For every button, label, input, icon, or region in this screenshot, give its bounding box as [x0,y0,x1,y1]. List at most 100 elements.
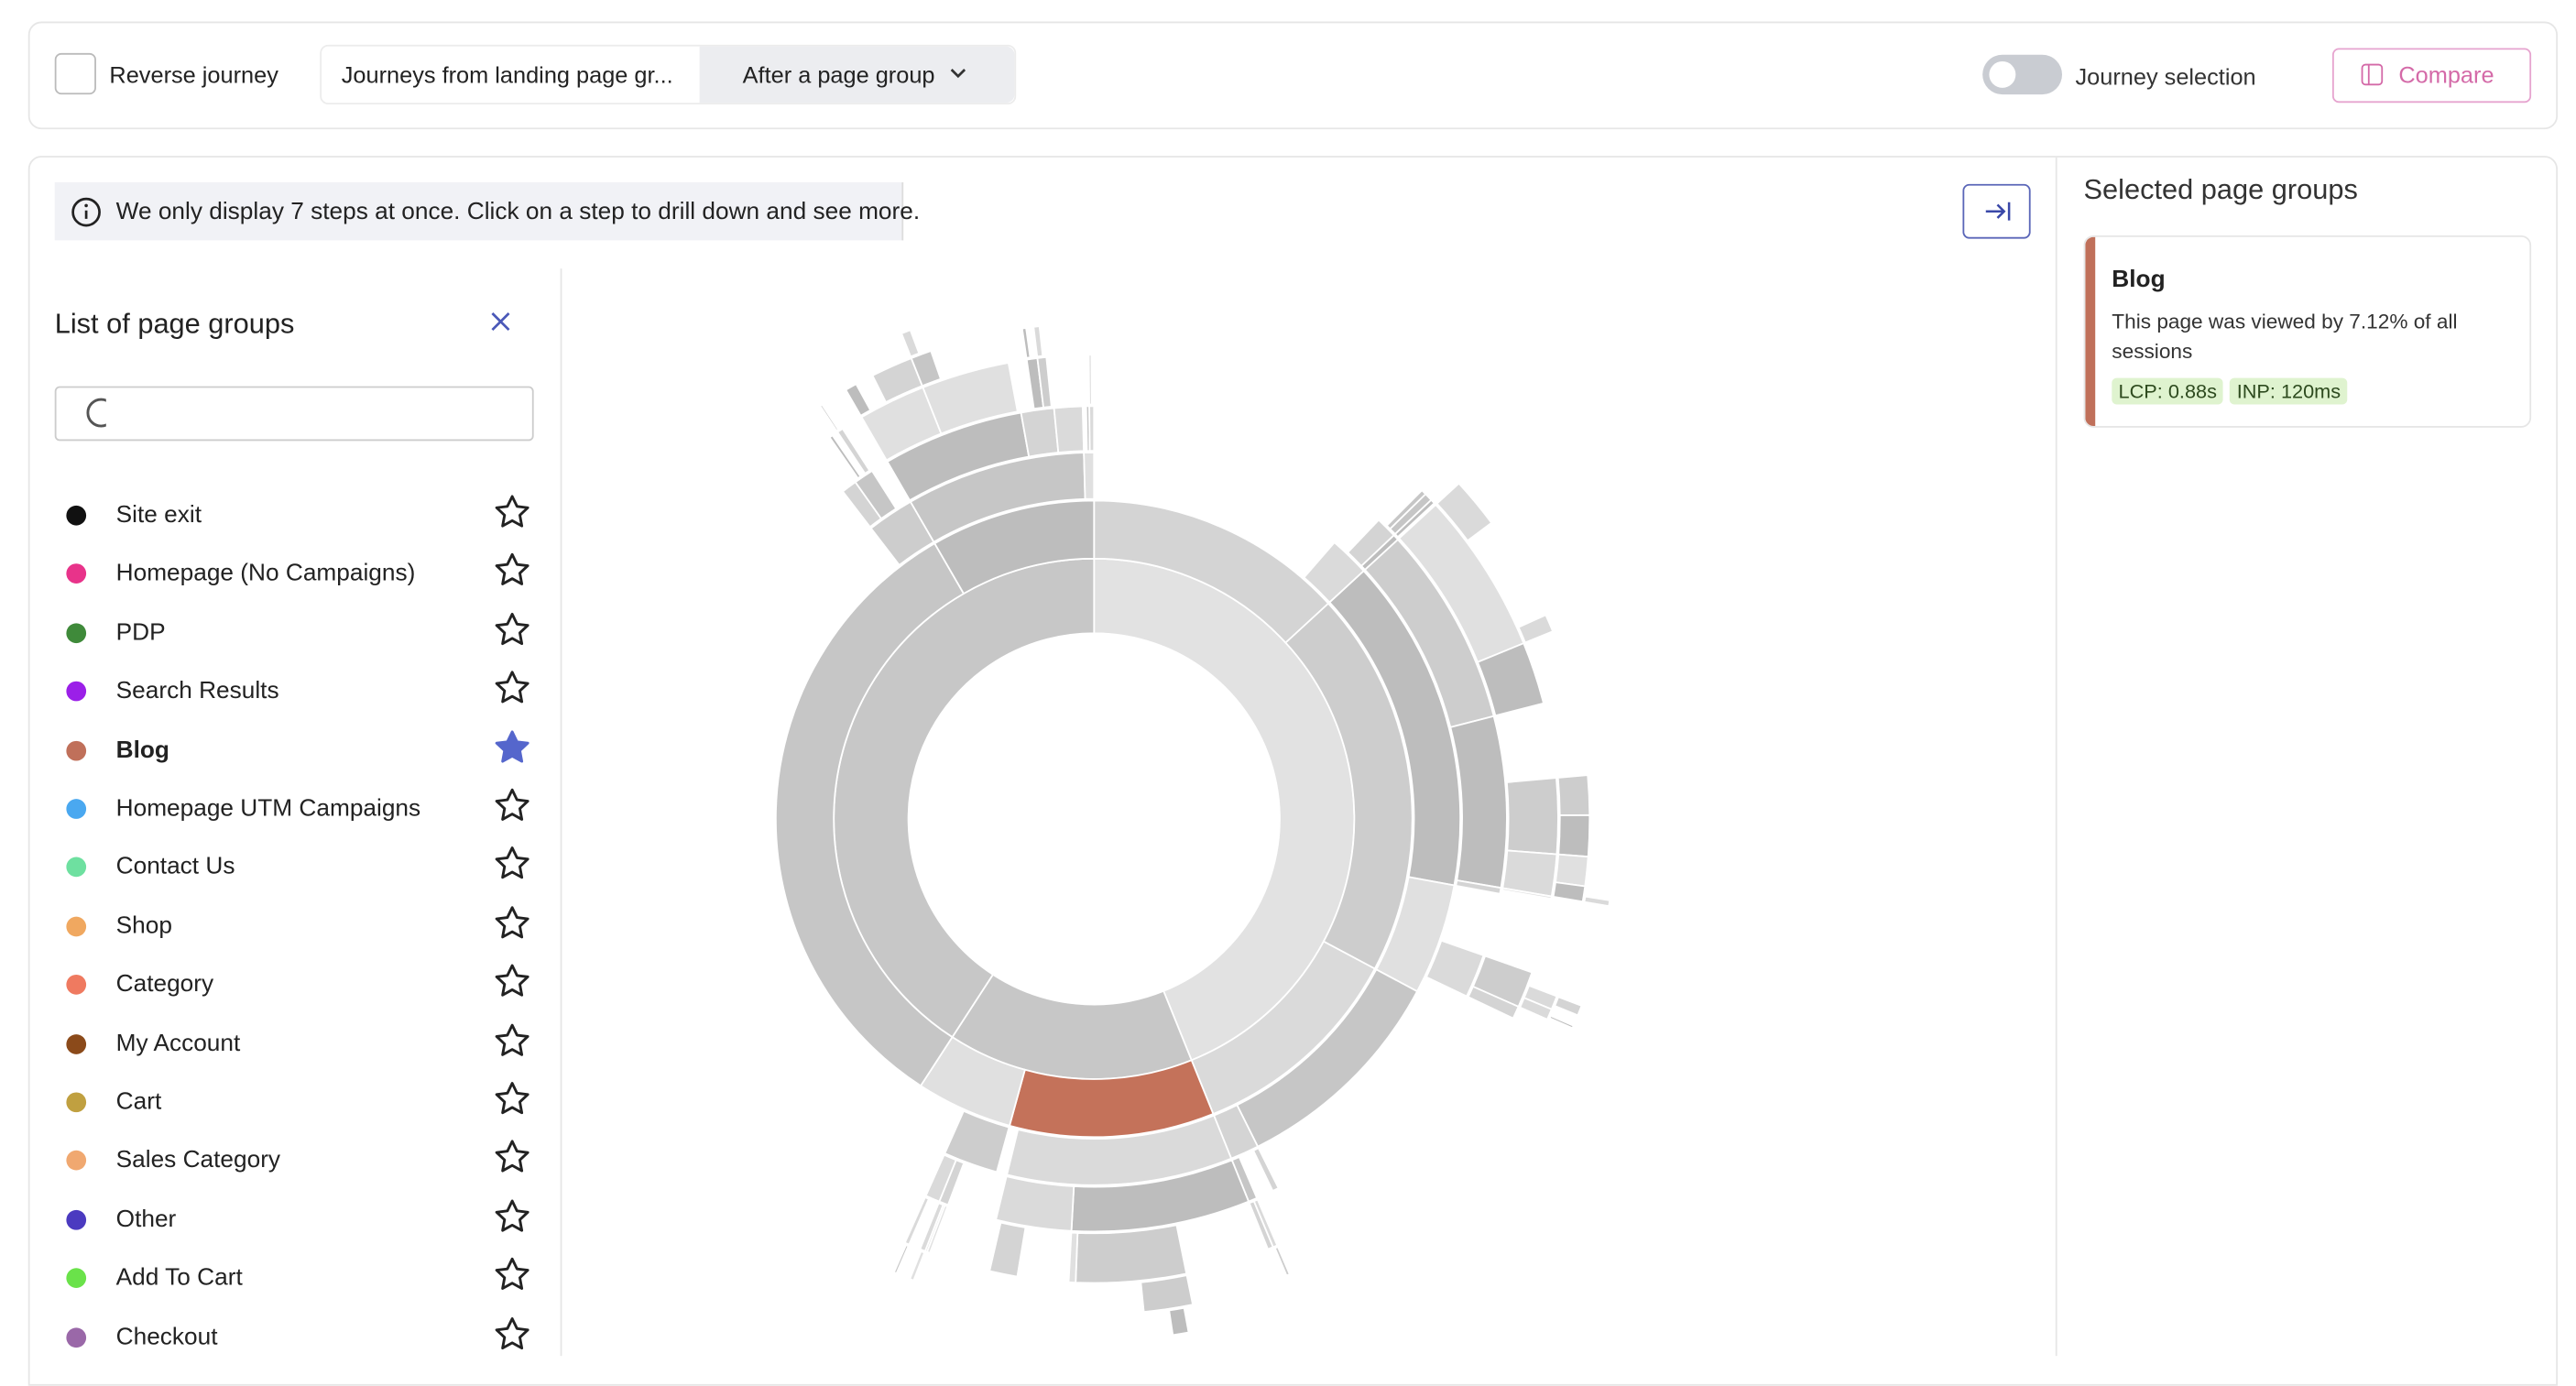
sunburst-segment[interactable] [944,1109,1010,1173]
sunburst-segment[interactable] [1273,1245,1291,1277]
sunburst-segment[interactable] [1021,326,1031,359]
star[interactable] [494,1140,533,1179]
star[interactable] [494,494,533,533]
sunburst-segment[interactable] [1067,1231,1079,1284]
sunburst-segment[interactable] [1140,1274,1195,1314]
sunburst-segment[interactable] [1548,1014,1575,1030]
journey-from[interactable]: Journeys from landing page gr... [341,60,673,88]
star[interactable] [494,1081,533,1120]
sunburst-segment[interactable] [1248,1200,1274,1250]
sunburst-segment[interactable] [1088,405,1096,453]
star[interactable] [494,611,533,650]
page-group-name: Category [115,971,214,999]
sunburst-segment[interactable] [1087,354,1093,406]
divider [560,268,562,1357]
page-group-item[interactable]: Search Results [66,671,279,711]
sunburst-segment[interactable] [924,1153,957,1203]
star[interactable] [494,1257,533,1296]
star[interactable] [494,1198,533,1238]
sunburst-segment[interactable] [854,469,898,520]
sunburst-segment[interactable] [988,1221,1027,1278]
sunburst-segment[interactable] [900,329,921,358]
star[interactable] [494,670,533,709]
sunburst-segment[interactable] [1435,482,1493,542]
sunburst-segment[interactable] [1501,887,1553,900]
star[interactable] [494,905,533,944]
card-description: This page was viewed by 7.12% of all ses… [2112,310,2458,364]
search-input[interactable] [54,386,534,442]
sunburst-segment[interactable] [1583,895,1611,908]
sunburst-segment[interactable] [1552,881,1587,903]
toggle[interactable] [1982,54,2063,95]
sunburst-segment[interactable] [1455,879,1502,895]
sunburst-segment[interactable] [892,1243,910,1275]
page-group-item[interactable]: Category [66,965,213,1004]
badge: LCP: 0.88s [2112,377,2224,405]
toolbar [27,21,2559,130]
sunburst-segment[interactable] [1075,1224,1188,1284]
compare-label: Compare [2398,60,2494,88]
star[interactable] [494,1315,533,1355]
sunburst-segment[interactable] [909,1250,926,1282]
checkbox[interactable] [54,52,96,95]
star[interactable] [494,728,533,768]
sunburst-segment[interactable] [1036,355,1053,409]
star[interactable] [494,846,533,886]
page-group-item[interactable]: PDP [66,613,166,652]
sunburst-segment[interactable] [1517,614,1555,644]
page-group-name: Other [115,1206,177,1233]
sunburst-segment[interactable] [1554,996,1583,1017]
reverse-journey-label: Reverse journey [109,60,278,88]
star[interactable] [494,552,533,592]
star[interactable] [494,788,533,827]
sunburst-segment[interactable] [1556,774,1591,816]
sunburst-segment[interactable] [995,1174,1075,1232]
selected-card[interactable]: Blog This page was viewed by 7.12% of al… [2083,235,2532,428]
sunburst-segment[interactable] [1053,405,1086,454]
sunburst-segment[interactable] [1083,452,1096,500]
compare-icon [2361,63,2384,86]
page-group-item[interactable]: Site exit [66,496,202,535]
page-group-item[interactable]: Other [66,1200,176,1239]
sunburst-segment[interactable] [910,349,943,387]
page-group-item[interactable]: Checkout [66,1317,218,1357]
page-group-item[interactable]: Homepage (No Campaigns) [66,554,415,594]
sunburst-segment[interactable] [933,499,1096,595]
sunburst-segment[interactable] [1557,813,1591,858]
color-dot [66,916,87,936]
page-group-item[interactable]: Homepage UTM Campaigns [66,789,420,828]
sunburst[interactable] [562,266,2054,1357]
sunburst-segment[interactable] [919,1202,944,1252]
sunburst-segment[interactable] [1467,985,1520,1020]
sunburst-segment[interactable] [818,403,840,432]
sunburst-segment[interactable] [1554,853,1589,888]
sunburst-segment[interactable] [922,361,1019,435]
sunburst-segment[interactable] [1251,1147,1280,1193]
close-icon[interactable] [489,310,512,333]
collapse-button[interactable] [1962,183,2031,239]
dropdown[interactable] [699,46,1015,104]
page-group-item[interactable]: Add To Cart [66,1259,243,1298]
sunburst-segment[interactable] [1032,325,1044,358]
sunburst-segment[interactable] [1006,1114,1233,1186]
star[interactable] [494,964,533,1003]
star[interactable] [494,1022,533,1062]
page-group-item[interactable]: Shop [66,906,172,945]
page-group-item[interactable]: Sales Category [66,1141,280,1181]
page-group-item[interactable]: Blog [66,730,169,769]
sunburst-segment[interactable] [845,383,872,418]
page-group-item[interactable]: Contact Us [66,847,235,887]
page-group-item[interactable]: My Account [66,1024,240,1064]
sunburst-segment[interactable] [1519,997,1553,1021]
sunburst-segment[interactable] [828,434,862,480]
sunburst-segment[interactable] [903,1195,931,1246]
sunburst-segment[interactable] [1393,498,1435,539]
sunburst-segment[interactable] [1168,1306,1190,1337]
compare-button[interactable] [2331,48,2532,104]
sunburst-segment[interactable] [1476,642,1545,717]
page-group-item[interactable]: Cart [66,1083,161,1122]
badge: INP: 120ms [2230,377,2348,405]
sunburst-segment[interactable] [835,427,871,475]
sunburst-segment[interactable] [1424,939,1485,998]
sunburst-segment[interactable] [1505,777,1559,856]
